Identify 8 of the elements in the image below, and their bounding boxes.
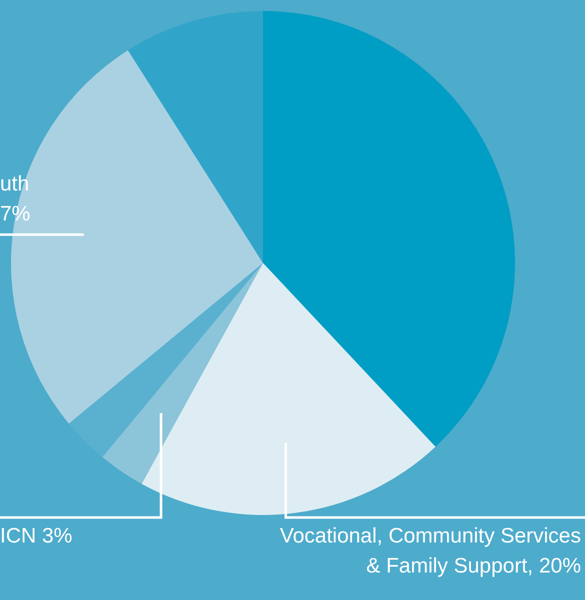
pie-slice: [142, 263, 436, 515]
pie-slice: [102, 263, 263, 484]
data-label: Vocational, Community Services & Family Support, 20%: [280, 524, 581, 578]
data-label: uth 7%: [0, 172, 30, 226]
pie-slice: [68, 263, 263, 458]
data-label: ICN 3%: [0, 524, 72, 548]
pie-slice: [263, 11, 515, 447]
pie-slice: [128, 11, 263, 263]
